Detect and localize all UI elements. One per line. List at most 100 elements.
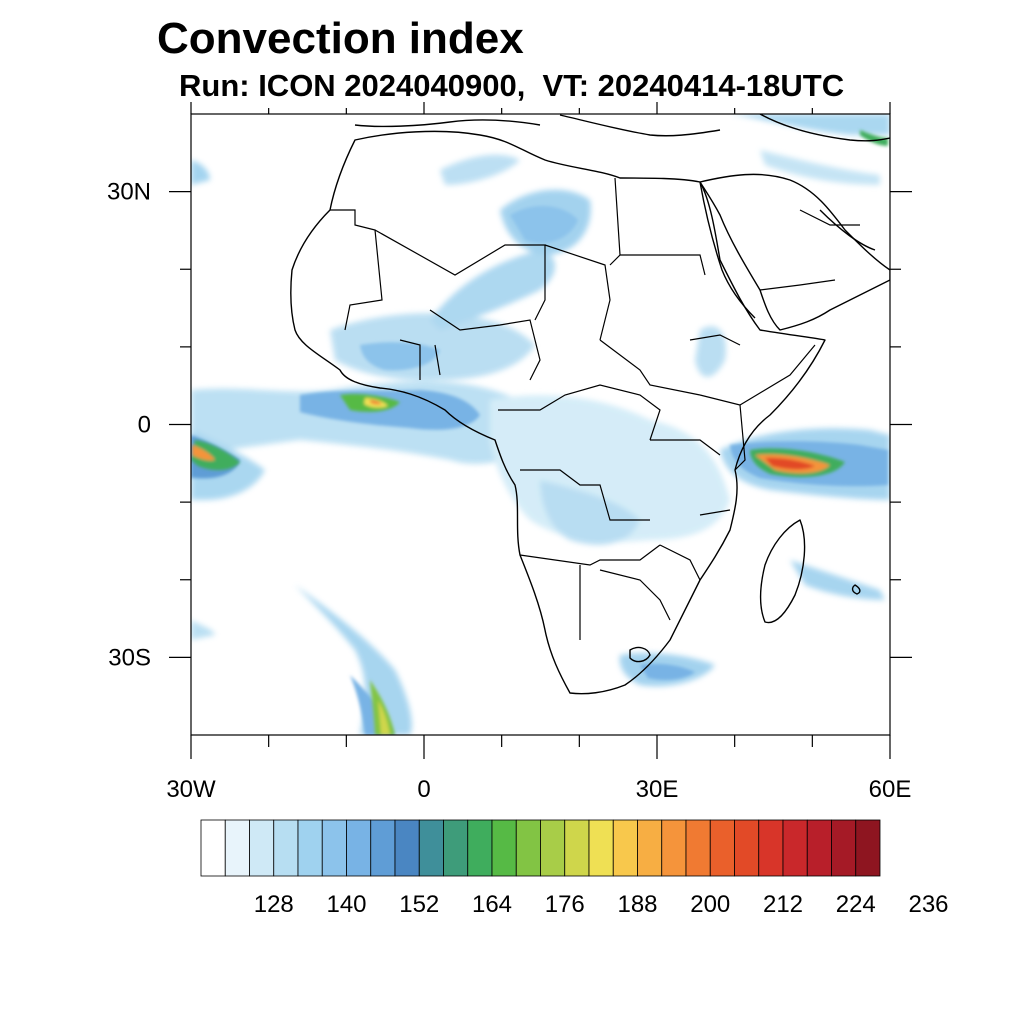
colorbar-box bbox=[709, 819, 735, 877]
europe-coast-2 bbox=[559, 114, 721, 137]
colorbar-box bbox=[782, 819, 808, 877]
colorbar-box bbox=[661, 819, 687, 877]
x-tick-label: 60E bbox=[869, 776, 912, 803]
x-tick-label: 30E bbox=[636, 776, 679, 803]
colorbar-box bbox=[443, 819, 469, 877]
colorbar-label: 236 bbox=[908, 891, 948, 918]
coastlines bbox=[290, 114, 890, 695]
colorbar-label: 140 bbox=[326, 891, 366, 918]
arabian-green-spot bbox=[860, 130, 888, 146]
colorbar-box bbox=[612, 819, 638, 877]
colorbar-label: 212 bbox=[763, 891, 803, 918]
west-atlantic-green bbox=[191, 440, 240, 471]
south-atlantic-spot bbox=[191, 620, 215, 640]
colorbar-box bbox=[588, 819, 614, 877]
colorbar-box bbox=[685, 819, 711, 877]
south-atlantic-streak bbox=[295, 585, 412, 735]
border-zambia bbox=[659, 544, 701, 581]
mauritius bbox=[851, 584, 861, 595]
arabia-coastline bbox=[699, 173, 890, 331]
south-atlantic-yellow-core bbox=[378, 700, 390, 735]
madagascar-coastline bbox=[759, 519, 806, 624]
y-tick-label: 30N bbox=[107, 179, 151, 206]
border-sudan bbox=[599, 339, 701, 396]
border-mozambique bbox=[699, 509, 731, 516]
country-borders bbox=[330, 177, 860, 640]
colorbar-labels: 128 140 152 164 176 188 200 212 224 236 bbox=[254, 891, 949, 918]
madagascar-band bbox=[790, 560, 885, 600]
border-namibia-angola bbox=[519, 544, 661, 566]
colorbar-label: 164 bbox=[472, 891, 512, 918]
sahara-core bbox=[510, 205, 578, 244]
middle-east-streak bbox=[760, 150, 880, 185]
border-kenya bbox=[699, 394, 746, 471]
indian-ocean-red-core bbox=[765, 457, 815, 470]
chart-title: Convection index bbox=[157, 14, 524, 63]
border-ethiopia-eritrea bbox=[689, 334, 741, 346]
sahel-streak bbox=[430, 250, 555, 330]
border-togo bbox=[434, 344, 441, 376]
colorbar-label: 188 bbox=[617, 891, 657, 918]
south-africa-core bbox=[640, 663, 695, 680]
colorbar-box bbox=[224, 819, 250, 877]
colorbar bbox=[200, 819, 881, 877]
north-atlantic-spot bbox=[191, 160, 210, 185]
border-ghana bbox=[399, 339, 421, 380]
border-egypt-sudan bbox=[620, 254, 706, 276]
colorbar-box bbox=[394, 819, 420, 877]
border-somalia bbox=[739, 344, 816, 406]
north-africa-streak bbox=[440, 154, 520, 185]
border-tanzania bbox=[650, 439, 721, 456]
border-iraq-saudi bbox=[799, 209, 860, 226]
colorbar-box bbox=[637, 819, 663, 877]
colorbar-box bbox=[855, 819, 881, 877]
colorbar-box bbox=[249, 819, 275, 877]
colorbar-box bbox=[831, 819, 857, 877]
border-niger-libya bbox=[544, 244, 611, 341]
colorbar-box bbox=[540, 819, 566, 877]
x-tick-label: 30W bbox=[166, 776, 216, 803]
colorbar-box bbox=[491, 819, 517, 877]
west-atlantic-orange bbox=[192, 445, 215, 461]
africa-coastline bbox=[290, 130, 826, 695]
colorbar-box bbox=[273, 819, 299, 877]
colorbar-box bbox=[758, 819, 784, 877]
colorbar-label: 152 bbox=[399, 891, 439, 918]
y-tick-label: 0 bbox=[138, 412, 151, 439]
colorbar-box bbox=[734, 819, 760, 877]
x-tick-label: 0 bbox=[417, 776, 430, 803]
convection-field bbox=[191, 114, 890, 735]
y-tick-label: 30S bbox=[108, 644, 151, 671]
south-atlantic-green-core bbox=[370, 680, 395, 735]
colorbar-box bbox=[297, 819, 323, 877]
ethiopia-area bbox=[695, 326, 726, 377]
lesotho bbox=[629, 646, 651, 663]
turkey-coast bbox=[759, 114, 890, 142]
colorbar-box bbox=[806, 819, 832, 877]
europe-coast-1 bbox=[354, 119, 541, 128]
colorbar-label: 200 bbox=[690, 891, 730, 918]
chart-subtitle: Run: ICON 2024040900, VT: 20240414-18UTC bbox=[179, 68, 845, 103]
colorbar-box bbox=[370, 819, 396, 877]
colorbar-label: 128 bbox=[254, 891, 294, 918]
colorbar-label: 224 bbox=[836, 891, 876, 918]
colorbar-box bbox=[418, 819, 444, 877]
congo-basin-area bbox=[540, 480, 640, 545]
persian-gulf bbox=[819, 209, 876, 251]
border-arabia bbox=[759, 279, 836, 291]
colorbar-box bbox=[467, 819, 493, 877]
colorbar-box bbox=[321, 819, 347, 877]
border-mali-algeria bbox=[374, 229, 546, 321]
colorbar-label: 176 bbox=[545, 891, 585, 918]
border-drc-angola bbox=[520, 469, 650, 521]
border-congo-car bbox=[498, 384, 661, 441]
red-sea-west bbox=[699, 181, 756, 319]
colorbar-box bbox=[346, 819, 372, 877]
axis-ticks bbox=[169, 102, 912, 759]
border-nigeria bbox=[429, 309, 541, 381]
border-botswana bbox=[599, 569, 671, 621]
colorbar-box bbox=[515, 819, 541, 877]
axis-labels: 30W 0 30E 60E 30N 0 30S bbox=[107, 179, 911, 803]
colorbar-box bbox=[200, 819, 226, 877]
